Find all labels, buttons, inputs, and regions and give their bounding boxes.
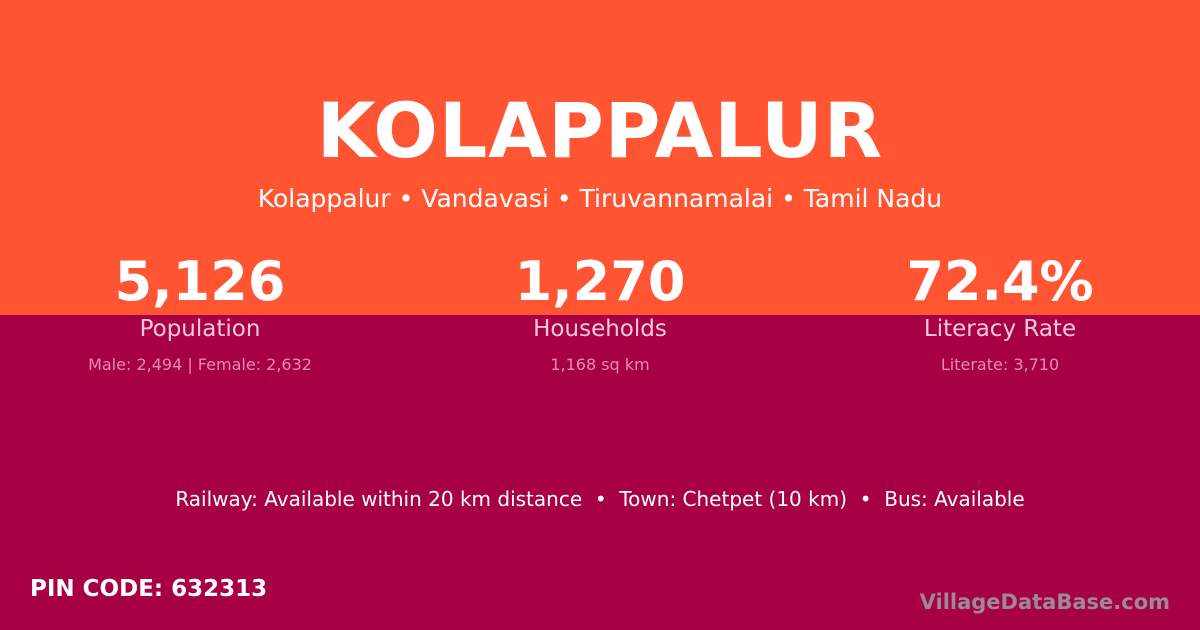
village-title: KOLAPPALUR bbox=[316, 86, 884, 175]
population-value: 5,126 bbox=[114, 250, 286, 313]
body-band bbox=[0, 315, 1200, 630]
brand-watermark: VillageDataBase.com bbox=[919, 590, 1170, 614]
literacy-detail: Literate: 3,710 bbox=[940, 355, 1060, 374]
households-value: 1,270 bbox=[514, 250, 686, 313]
pin-code: PIN CODE: 632313 bbox=[30, 576, 268, 602]
households-detail: 1,168 sq km bbox=[550, 355, 650, 374]
transport-info: Railway: Available within 20 km distance… bbox=[175, 487, 1025, 511]
literacy-label: Literacy Rate bbox=[923, 316, 1077, 342]
population-label: Population bbox=[139, 316, 261, 342]
households-label: Households bbox=[533, 316, 667, 342]
literacy-value: 72.4% bbox=[906, 250, 1094, 313]
header-band bbox=[0, 0, 1200, 315]
population-detail: Male: 2,494 | Female: 2,632 bbox=[88, 355, 312, 374]
location-breadcrumb: Kolappalur • Vandavasi • Tiruvannamalai … bbox=[257, 184, 943, 213]
